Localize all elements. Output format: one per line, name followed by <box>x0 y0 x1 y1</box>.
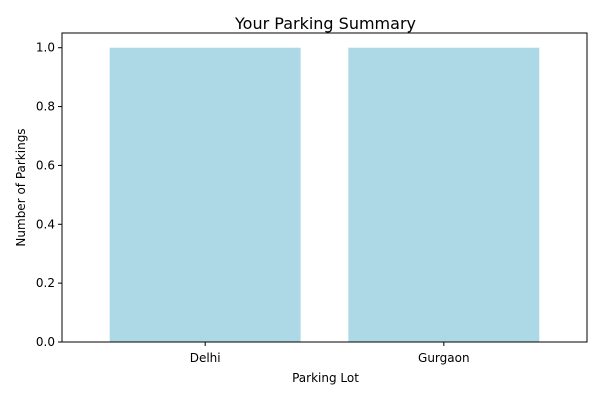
plot-frame <box>61 32 588 343</box>
x-axis-label: Parking Lot <box>292 371 359 385</box>
x-tick-label: Gurgaon <box>418 351 470 365</box>
y-tick-label: 0.2 <box>36 276 55 290</box>
y-tick-label: 0.6 <box>36 158 55 172</box>
y-tick-label: 0.8 <box>36 100 55 114</box>
x-tick-label: Delhi <box>190 351 221 365</box>
y-tick-label: 0.0 <box>36 335 55 349</box>
x-axis-ticks: Delhi Gurgaon <box>190 342 470 365</box>
bar-gurgaon <box>348 47 540 342</box>
y-axis-ticks: 0.0 0.2 0.4 0.6 0.8 1.0 <box>36 41 62 349</box>
bar-delhi <box>109 47 301 342</box>
chart-title: Your Parking Summary <box>234 14 416 33</box>
y-tick-label: 1.0 <box>36 41 55 55</box>
bars-group <box>109 47 540 342</box>
y-axis-label: Number of Parkings <box>14 128 28 246</box>
y-tick-label: 0.4 <box>36 217 55 231</box>
